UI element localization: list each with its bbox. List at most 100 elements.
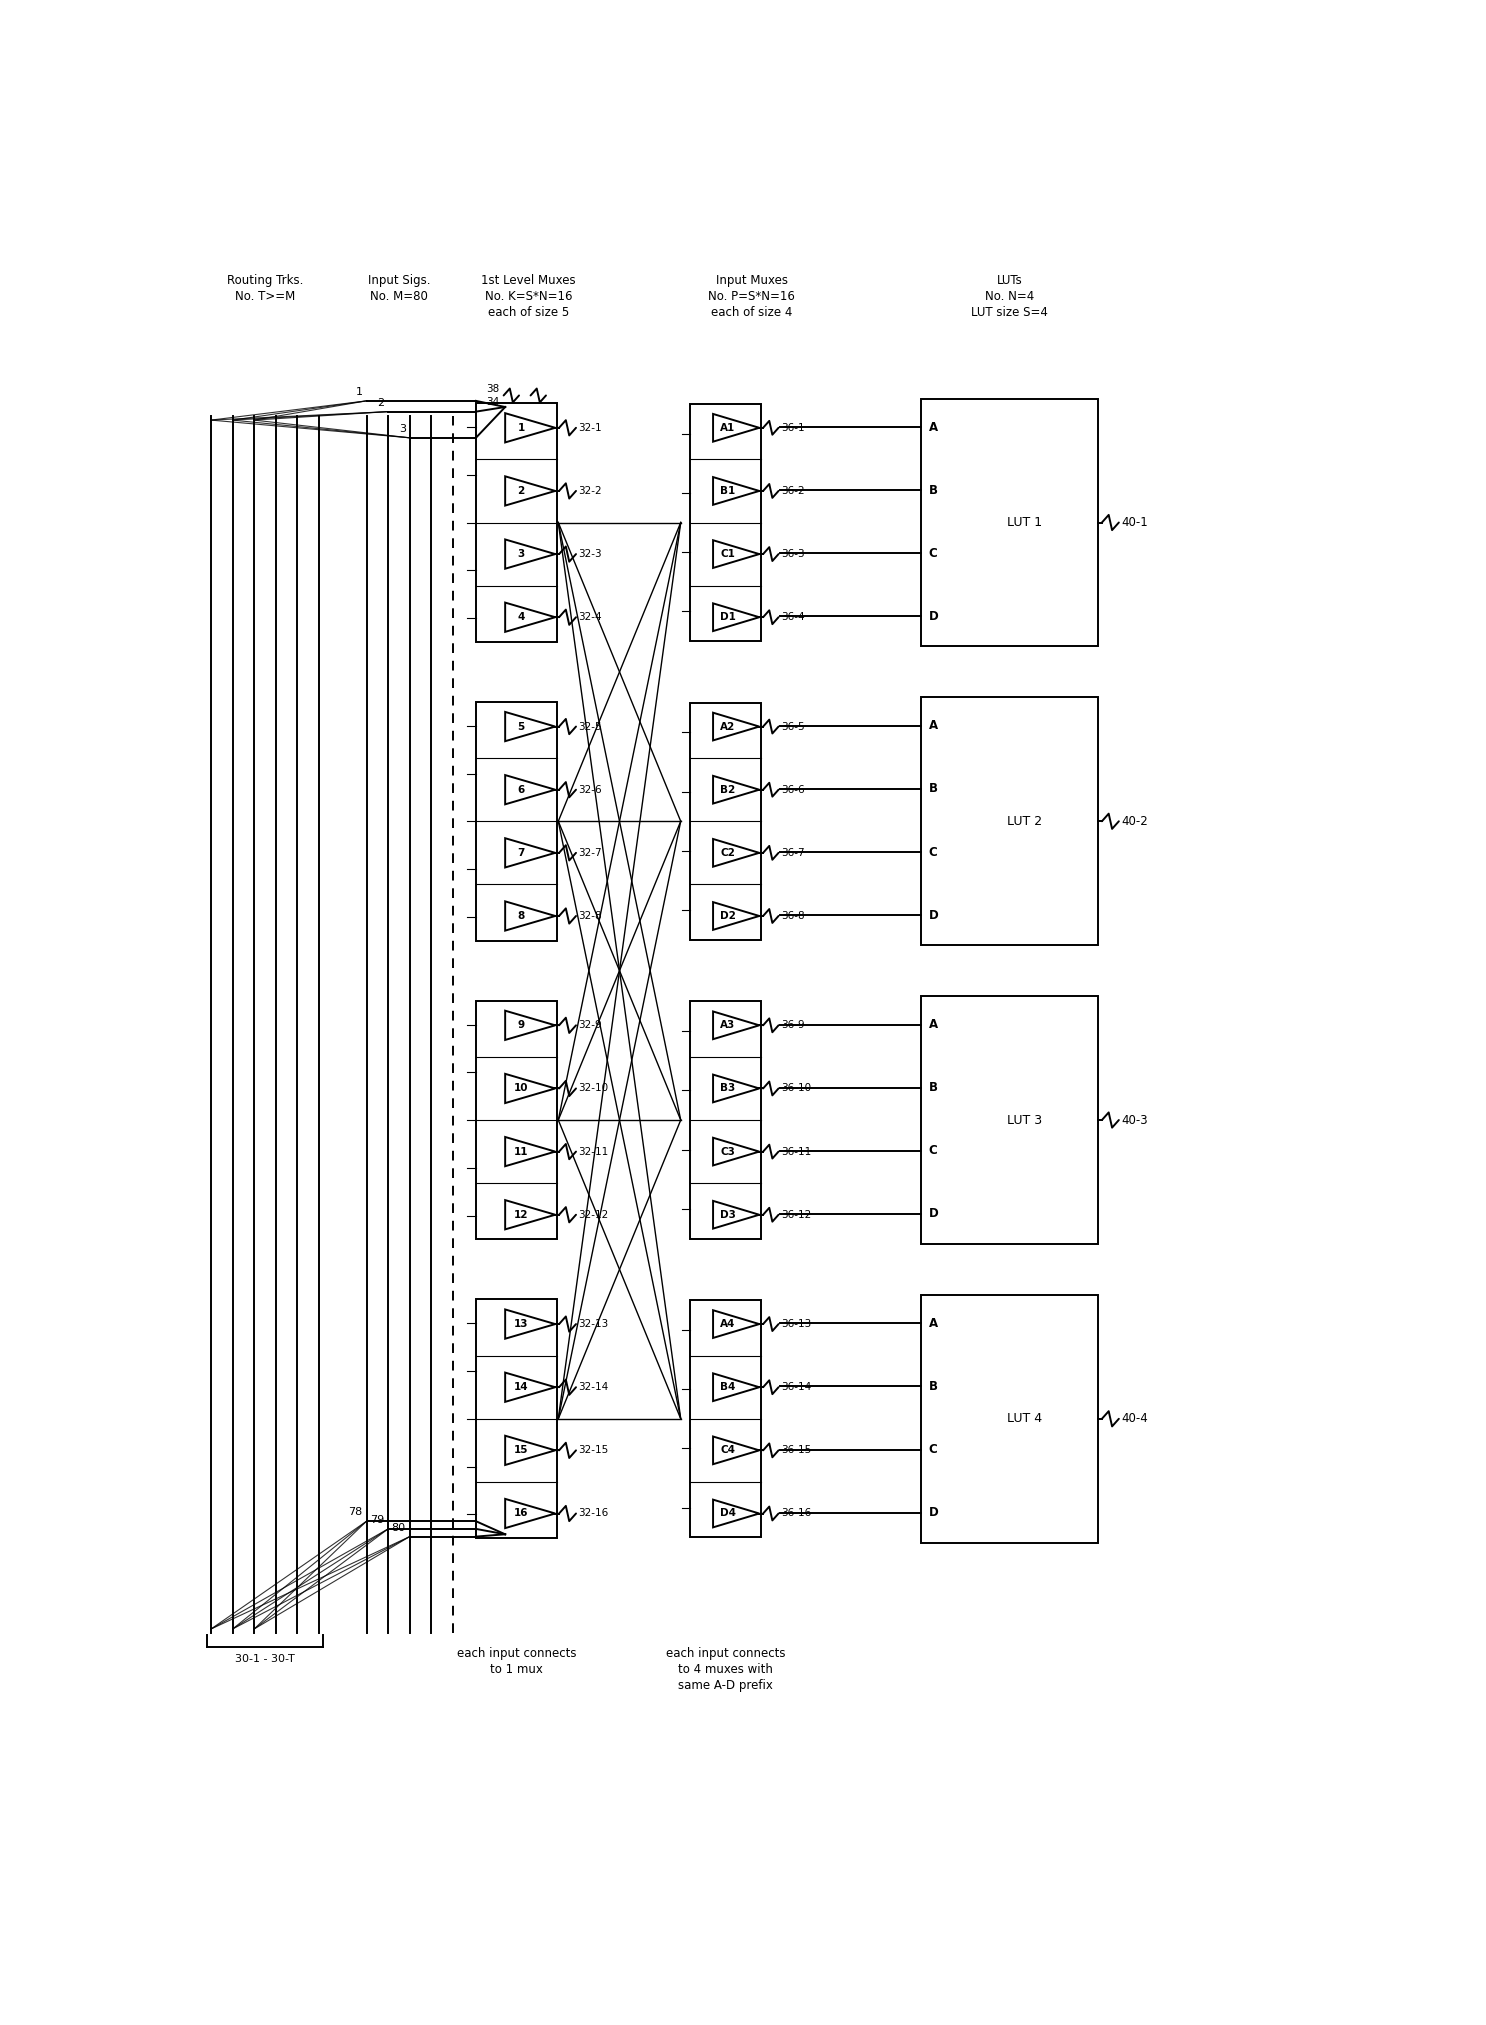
Text: 14: 14 (514, 1383, 529, 1393)
Text: 13: 13 (514, 1318, 529, 1328)
Text: 8: 8 (517, 911, 525, 921)
Text: each input connects
to 1 mux: each input connects to 1 mux (456, 1646, 577, 1677)
Text: 36-1: 36-1 (780, 423, 804, 433)
Text: LUT 3: LUT 3 (1008, 1114, 1043, 1126)
Text: 32-12: 32-12 (578, 1209, 609, 1219)
Text: 32-2: 32-2 (578, 486, 602, 496)
Text: 6: 6 (517, 786, 525, 794)
Text: D4: D4 (719, 1509, 736, 1519)
Text: 2: 2 (377, 397, 385, 407)
Bar (690, 403, 761, 642)
Text: B: B (929, 484, 938, 496)
Text: B4: B4 (721, 1383, 736, 1393)
Text: Routing Trks.
No. T>=M: Routing Trks. No. T>=M (227, 273, 303, 304)
Text: 32-13: 32-13 (578, 1318, 609, 1328)
Text: 78: 78 (348, 1507, 363, 1517)
Text: C: C (929, 846, 938, 859)
Text: A: A (929, 1019, 938, 1031)
Text: 9: 9 (517, 1021, 525, 1031)
Text: 40-2: 40-2 (1120, 814, 1147, 828)
Text: 36-13: 36-13 (780, 1318, 811, 1328)
Text: 38: 38 (486, 383, 499, 393)
Text: 32-9: 32-9 (578, 1021, 602, 1031)
Text: A: A (929, 1316, 938, 1330)
Text: 32-7: 32-7 (578, 848, 602, 859)
Text: 1: 1 (355, 387, 363, 397)
Text: C1: C1 (721, 549, 736, 559)
Text: 15: 15 (514, 1446, 529, 1456)
Text: 34: 34 (486, 397, 499, 407)
Bar (476, 1300, 557, 1539)
Text: 32-11: 32-11 (578, 1146, 609, 1156)
Text: LUT 2: LUT 2 (1008, 814, 1043, 828)
Text: 36-16: 36-16 (780, 1509, 811, 1519)
Text: 36-9: 36-9 (780, 1021, 804, 1031)
Text: 36-6: 36-6 (780, 786, 804, 794)
Text: D: D (929, 909, 939, 921)
Text: D: D (929, 1207, 939, 1221)
Text: D3: D3 (719, 1209, 736, 1219)
Text: LUT 1: LUT 1 (1008, 516, 1043, 529)
Text: 5: 5 (517, 721, 525, 731)
Text: 4: 4 (517, 612, 525, 622)
Text: 3: 3 (398, 423, 406, 433)
Text: 32-15: 32-15 (578, 1446, 609, 1456)
Text: 36-5: 36-5 (780, 721, 804, 731)
Text: 1: 1 (517, 423, 525, 433)
Text: A: A (929, 421, 938, 433)
Text: B3: B3 (721, 1083, 736, 1094)
Text: 40-1: 40-1 (1120, 516, 1147, 529)
Text: C2: C2 (721, 848, 736, 859)
Text: 36-11: 36-11 (780, 1146, 811, 1156)
Text: 40-3: 40-3 (1120, 1114, 1147, 1126)
Text: 32-8: 32-8 (578, 911, 602, 921)
Text: 11: 11 (514, 1146, 529, 1156)
Text: LUTs
No. N=4
LUT size S=4: LUTs No. N=4 LUT size S=4 (970, 273, 1048, 318)
Text: each input connects
to 4 muxes with
same A-D prefix: each input connects to 4 muxes with same… (666, 1646, 785, 1691)
Text: 32-10: 32-10 (578, 1083, 608, 1094)
Bar (921, 697, 1098, 946)
Text: A1: A1 (721, 423, 736, 433)
Text: D1: D1 (719, 612, 736, 622)
Bar (690, 1300, 761, 1537)
Text: 10: 10 (514, 1083, 529, 1094)
Bar (476, 703, 557, 942)
Text: LUT 4: LUT 4 (1008, 1411, 1043, 1426)
Text: 32-1: 32-1 (578, 423, 602, 433)
Text: B2: B2 (721, 786, 736, 794)
Text: B1: B1 (721, 486, 736, 496)
Text: 16: 16 (514, 1509, 529, 1519)
Text: 79: 79 (370, 1515, 385, 1525)
Text: 12: 12 (514, 1209, 529, 1219)
Text: C: C (929, 1144, 938, 1158)
Text: 1st Level Muxes
No. K=S*N=16
each of size 5: 1st Level Muxes No. K=S*N=16 each of siz… (481, 273, 575, 318)
Text: A3: A3 (721, 1021, 736, 1031)
Text: D: D (929, 610, 939, 624)
Text: 32-6: 32-6 (578, 786, 602, 794)
Text: 32-5: 32-5 (578, 721, 602, 731)
Text: C4: C4 (721, 1446, 736, 1456)
Bar (690, 1002, 761, 1239)
Text: C: C (929, 1444, 938, 1456)
Text: 36-15: 36-15 (780, 1446, 811, 1456)
Text: 36-7: 36-7 (780, 848, 804, 859)
Text: B: B (929, 1379, 938, 1393)
Text: A: A (929, 719, 938, 733)
Text: C3: C3 (721, 1146, 736, 1156)
Bar (690, 703, 761, 940)
Bar (921, 1294, 1098, 1543)
Text: B: B (929, 782, 938, 796)
Text: D2: D2 (719, 911, 736, 921)
Text: 80: 80 (392, 1523, 406, 1533)
Text: 7: 7 (517, 848, 525, 859)
Text: 36-12: 36-12 (780, 1209, 811, 1219)
Text: 32-14: 32-14 (578, 1383, 609, 1393)
Text: 40-4: 40-4 (1120, 1411, 1147, 1426)
Text: 36-3: 36-3 (780, 549, 804, 559)
Bar (921, 996, 1098, 1243)
Text: 36-4: 36-4 (780, 612, 804, 622)
Text: A2: A2 (721, 721, 736, 731)
Text: 32-4: 32-4 (578, 612, 602, 622)
Bar (476, 403, 557, 642)
Bar (476, 1000, 557, 1239)
